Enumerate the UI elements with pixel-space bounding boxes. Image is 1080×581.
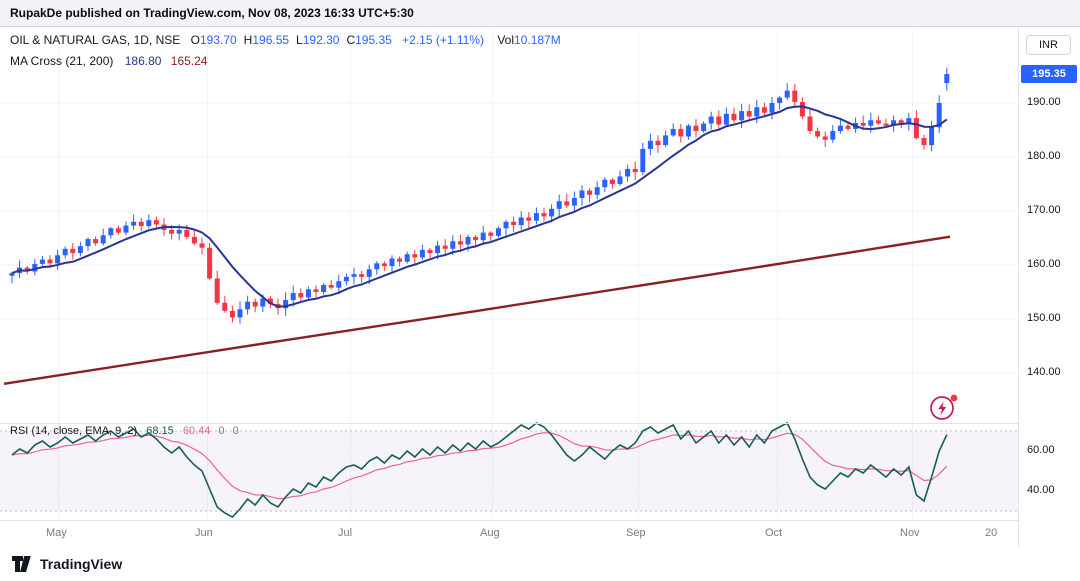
rsi-extra-value-1: 0 (218, 425, 225, 437)
time-label: Jun (195, 527, 213, 539)
price-tick-label: 190.00 (1027, 96, 1061, 108)
alert-dot (950, 394, 958, 402)
ohlc-letter: C (346, 33, 356, 47)
rsi-label[interactable]: RSI (14, close, EMA, 9, 2) (10, 425, 138, 437)
tradingview-logo-icon[interactable] (12, 556, 33, 572)
price-tick-label: 180.00 (1027, 150, 1061, 162)
rsi-legend: RSI (14, close, EMA, 9, 2) 68.15 60.44 0… (10, 425, 239, 437)
footer: TradingView (0, 547, 1080, 581)
ohlc-value: 195.35 (355, 33, 392, 47)
price-tick-label: 40.00 (1027, 484, 1055, 496)
ma-cross-row: MA Cross (21, 200) 186.80 165.24 (10, 54, 561, 68)
time-label: Aug (480, 527, 500, 539)
time-label: Nov (900, 527, 920, 539)
publish-bar: RupakDe published on TradingView.com, No… (0, 0, 1080, 26)
ohlc-letter: L (296, 33, 303, 47)
chart-legend: OIL & NATURAL GAS, 1D, NSE O193.70 H196.5… (10, 33, 561, 68)
time-label: Sep (626, 527, 646, 539)
lightning-icon (930, 394, 958, 420)
chart-frame: OIL & NATURAL GAS, 1D, NSE O193.70 H196.5… (0, 26, 1080, 548)
change-value: +2.15 (+1.11%) (402, 33, 484, 47)
symbol-title[interactable]: OIL & NATURAL GAS, 1D, NSE (10, 33, 181, 47)
price-tick-label: 160.00 (1027, 258, 1061, 270)
ohlc-value: 196.55 (252, 33, 290, 47)
time-label: May (46, 527, 67, 539)
main-chart-svg[interactable] (0, 27, 1018, 548)
ohlc-row: OIL & NATURAL GAS, 1D, NSE O193.70 H196.5… (10, 33, 561, 47)
ma21-value: 186.80 (124, 54, 162, 68)
ohlc-value: 192.30 (302, 33, 340, 47)
time-axis[interactable]: May Jun Jul Aug Sep Oct Nov 20 (0, 520, 1018, 548)
ohlc-letter: O (190, 33, 200, 47)
ohlc-value: 193.70 (199, 33, 237, 47)
ohlc-letter: H (243, 33, 253, 47)
publish-text: RupakDe published on TradingView.com, No… (10, 6, 414, 20)
price-tick-label: 170.00 (1027, 204, 1061, 216)
price-axis[interactable]: INR 195.35 190.00 180.00 170.00 160.00 150.0… (1018, 27, 1080, 548)
currency-button[interactable]: INR (1026, 35, 1071, 55)
time-label: Oct (765, 527, 783, 539)
rsi-value: 68.15 (146, 425, 174, 437)
ohlc-values: O193.70 H196.55 L192.30 C195.35 (184, 33, 392, 47)
volume-value: 10.187M (514, 33, 561, 47)
last-price-badge: 195.35 (1021, 65, 1077, 84)
flash-button[interactable] (928, 391, 960, 423)
price-tick-label: 60.00 (1027, 444, 1055, 456)
price-tick-label: 150.00 (1027, 312, 1061, 324)
time-label: 20 (985, 527, 998, 539)
time-label: Jul (338, 527, 353, 539)
ma200-value: 165.24 (170, 54, 208, 68)
tradingview-brand[interactable]: TradingView (40, 556, 123, 572)
ma-cross-label[interactable]: MA Cross (21, 200) (10, 54, 114, 68)
rsi-signal-value: 60.44 (182, 425, 211, 437)
volume-label: Vol (497, 33, 515, 47)
rsi-extra-value-2: 0 (232, 425, 239, 437)
price-tick-label: 140.00 (1027, 366, 1061, 378)
